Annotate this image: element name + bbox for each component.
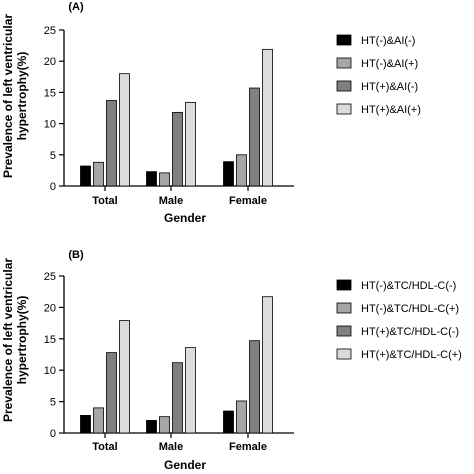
legend-swatch xyxy=(336,57,352,69)
bar-female-series-4 xyxy=(262,48,273,187)
y-axis-title: hypertrophy(%) xyxy=(15,52,29,141)
chart-panel-a: (A) Prevalence of left ventricular hypertr… xyxy=(1,1,421,225)
y-axis-title: Prevalence of left ventricular xyxy=(1,258,15,422)
bar-female-series-3 xyxy=(249,87,260,187)
bar-female-series-2 xyxy=(236,400,247,434)
bar-total-series-4 xyxy=(119,73,130,187)
y-tick-label: 0 xyxy=(50,428,56,440)
bar-female-series-2 xyxy=(236,154,247,187)
legend-swatch xyxy=(336,279,352,291)
bar-male-series-2 xyxy=(159,172,170,187)
legend-label: HT(-)&AI(-) xyxy=(361,35,415,47)
legend-swatch xyxy=(336,103,352,115)
category-label: Male xyxy=(159,195,183,207)
bar-male-series-4 xyxy=(185,101,196,187)
x-axis-title: Gender xyxy=(164,458,206,472)
x-axis-title: Gender xyxy=(164,211,206,225)
y-axis-title: Prevalence of left ventricular xyxy=(1,14,15,178)
category-label: Total xyxy=(92,441,117,453)
y-tick-label: 10 xyxy=(44,119,56,131)
y-tick-label: 5 xyxy=(50,397,56,409)
bar-female-series-3 xyxy=(249,340,260,434)
legend-swatch xyxy=(336,80,352,92)
legend-label: HT(-)&AI(+) xyxy=(361,58,418,70)
legend-label: HT(+)&TC/HDL-C(-) xyxy=(361,326,459,338)
category-label: Male xyxy=(159,441,183,453)
y-tick-label: 25 xyxy=(44,25,56,37)
legend-label: HT(+)&TC/HDL-C(+) xyxy=(361,349,462,361)
y-tick-label: 15 xyxy=(44,87,56,99)
bar-female-series-1 xyxy=(223,410,234,434)
legend-label: HT(+)&AI(+) xyxy=(361,104,421,116)
legend-label: HT(-)&TC/HDL-C(-) xyxy=(361,280,456,292)
bar-total-series-3 xyxy=(106,352,117,434)
legend-swatch xyxy=(336,348,352,360)
bar-total-series-1 xyxy=(80,165,91,187)
bar-male-series-3 xyxy=(172,111,183,187)
bar-male-series-3 xyxy=(172,362,183,434)
bar-male-series-1 xyxy=(146,420,157,434)
legend-swatch xyxy=(336,34,352,46)
legend-label: HT(-)&TC/HDL-C(+) xyxy=(361,303,459,315)
category-label: Female xyxy=(229,195,267,207)
panel-label: (A) xyxy=(68,1,84,13)
bar-male-series-2 xyxy=(159,416,170,434)
y-tick-label: 15 xyxy=(44,334,56,346)
category-label: Female xyxy=(229,441,267,453)
legend: HT(-)&TC/HDL-C(-) HT(-)&TC/HDL-C(+) HT(+)&… xyxy=(336,279,462,361)
panel-label: (B) xyxy=(68,249,84,261)
y-tick-label: 20 xyxy=(44,302,56,314)
bar-male-series-1 xyxy=(146,171,157,187)
legend-swatch xyxy=(336,302,352,314)
bar-total-series-4 xyxy=(119,320,130,434)
y-tick-label: 25 xyxy=(44,271,56,283)
bar-total-series-2 xyxy=(93,407,104,434)
bar-total-series-2 xyxy=(93,161,104,187)
bar-total-series-1 xyxy=(80,415,91,434)
bar-male-series-4 xyxy=(185,347,196,434)
bar-female-series-4 xyxy=(262,296,273,434)
legend-swatch xyxy=(336,325,352,337)
y-tick-label: 0 xyxy=(50,181,56,193)
bar-total-series-3 xyxy=(106,100,117,187)
y-tick-label: 20 xyxy=(44,56,56,68)
y-tick-label: 10 xyxy=(44,365,56,377)
y-tick-label: 5 xyxy=(50,150,56,162)
chart-panel-b: (B) Prevalence of left ventricular hypertr… xyxy=(1,249,462,472)
bar-female-series-1 xyxy=(223,161,234,187)
legend-label: HT(+)&AI(-) xyxy=(361,81,418,93)
category-label: Total xyxy=(92,195,117,207)
y-axis-title: hypertrophy(%) xyxy=(15,296,29,385)
legend: HT(-)&AI(-) HT(-)&AI(+) HT(+)&AI(-) HT(+)&A… xyxy=(336,34,421,116)
